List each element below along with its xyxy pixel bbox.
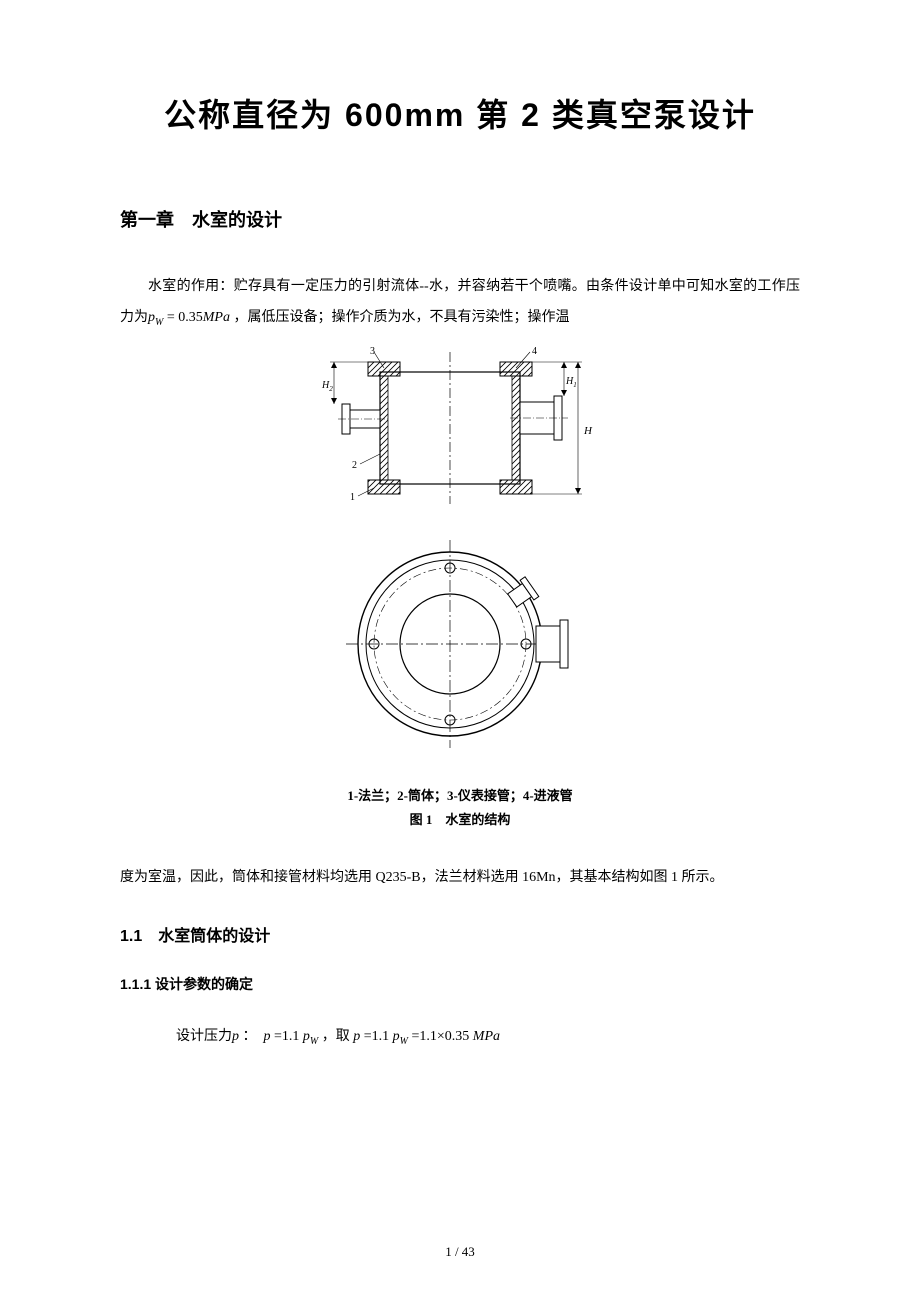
figure-bottom-view [120,534,800,754]
figure-label-2: 2 [352,460,357,471]
para1-eq: = 0.35 [163,310,202,325]
formula-line: 设计压力p ： p =1.1 pW ，取 p =1.1 pW =1.1×0.35… [120,1022,800,1053]
figure-dim-H1-sub: 1 [573,381,577,389]
svg-text:H1: H1 [565,376,577,389]
formula-prefix: 设计压力 [176,1029,232,1044]
formula-pw-sub: W [310,1036,318,1047]
formula-p: p [232,1029,239,1044]
chapter-heading: 第一章 水室的设计 [120,206,800,232]
figure-dim-H: H [583,425,593,437]
figure-label-4: 4 [532,346,537,357]
figure-top-view: 3 4 2 1 H H1 H2 [120,344,800,514]
formula-pw: p [299,1029,310,1044]
document-title: 公称直径为 600mm 第 2 类真空泵设计 [120,90,800,136]
figure-dim-H2-sub: 2 [329,385,333,393]
figure-label-1: 1 [350,492,355,503]
paragraph-1: 水室的作用：贮存具有一定压力的引射流体--水，并容纳若干个喷嘴。由条件设计单中可… [120,272,800,334]
figure-bottom-svg [340,534,580,754]
section-1-1-heading: 1.1 水室筒体的设计 [120,922,800,946]
formula-unit: MPa [469,1029,500,1044]
page-number: 1 / 43 [0,1244,920,1260]
formula-eq3: =1.1×0.35 [408,1029,469,1044]
para1-text-b: ，属低压设备；操作介质为水，不具有污染性；操作温 [230,310,570,325]
figure-legend: 1-法兰；2-筒体；3-仪表接管；4-进液管 [120,784,800,809]
para1-pw: p [148,310,155,325]
figure-top-svg: 3 4 2 1 H H1 H2 [320,344,600,514]
figure-caption: 1-法兰；2-筒体；3-仪表接管；4-进液管 图 1 水室的结构 [120,784,800,833]
formula-pw2: p [389,1029,400,1044]
formula-colon: ： [239,1029,264,1044]
svg-text:H2: H2 [321,380,333,393]
formula-take: ，取 [318,1029,353,1044]
figure-title: 图 1 水室的结构 [120,808,800,833]
paragraph-2: 度为室温，因此，筒体和接管材料均选用 Q235-B，法兰材料选用 16Mn，其基… [120,863,800,894]
section-1-1-1-heading: 1.1.1 设计参数的确定 [120,974,800,994]
formula-p2: p [264,1029,271,1044]
formula-eq2: =1.1 [360,1029,389,1044]
figure-label-3: 3 [370,346,375,357]
formula-eq: =1.1 [271,1029,300,1044]
formula-pw2-sub: W [400,1036,408,1047]
para1-unit: MPa [203,310,230,325]
